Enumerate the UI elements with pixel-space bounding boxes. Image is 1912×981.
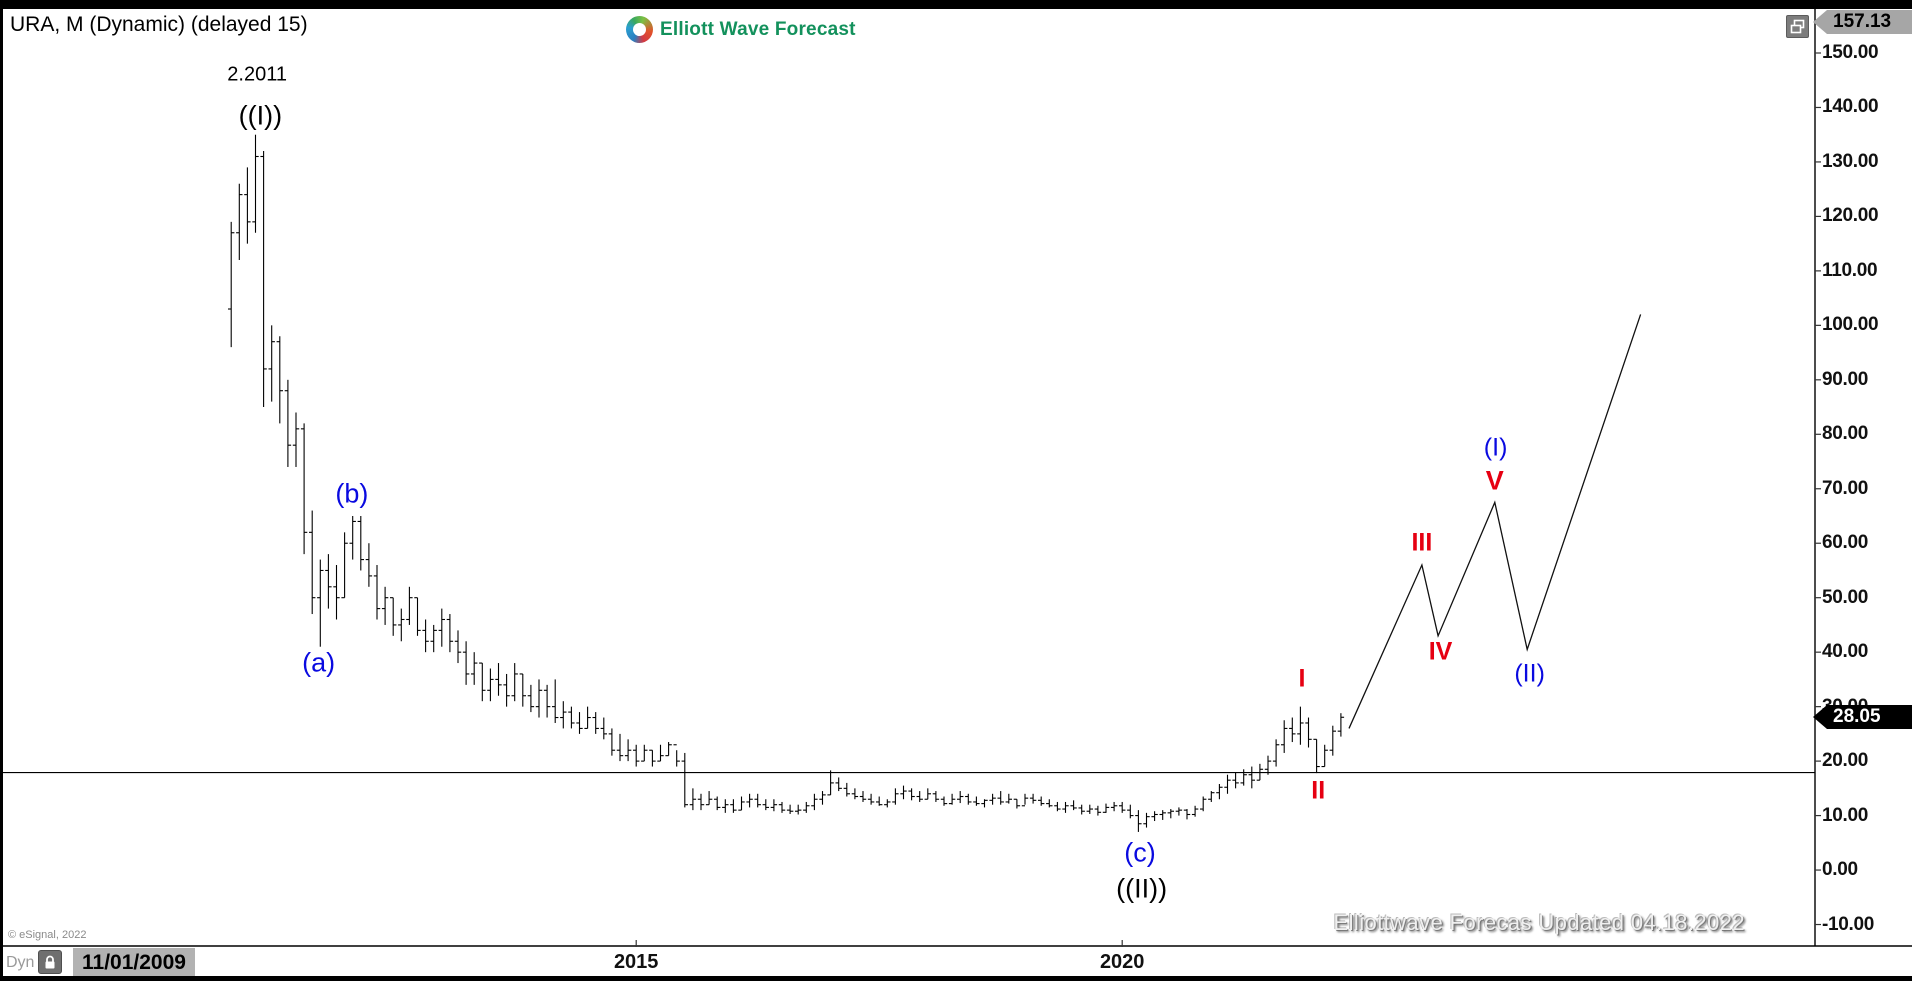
window-left-border: [0, 0, 3, 981]
price-tick-label: -10.00: [1822, 913, 1875, 935]
chart-title: URA, M (Dynamic) (delayed 15): [10, 13, 308, 36]
wave-label: II: [1311, 776, 1326, 805]
window-top-bar: [0, 0, 1912, 9]
logo-text: Elliott Wave Forecast: [660, 18, 856, 40]
wave-label: (II): [1514, 659, 1545, 688]
price-tick-label: 130.00: [1822, 150, 1879, 172]
wave-label: ((I)): [238, 100, 283, 131]
window-bottom-bar: [0, 976, 1912, 981]
wave-label: ((II)): [1116, 873, 1168, 904]
wave-label: I: [1298, 664, 1306, 693]
lock-icon: [45, 955, 55, 968]
price-tick-label: 60.00: [1822, 532, 1869, 554]
price-tick-label: 140.00: [1822, 96, 1879, 118]
price-tick-label: 0.00: [1822, 859, 1858, 881]
wave-label: (I): [1483, 433, 1508, 462]
price-tick-label: 20.00: [1822, 750, 1869, 772]
last-price-axis-marker: 28.05: [1813, 705, 1912, 729]
price-tick-label: 50.00: [1822, 586, 1869, 608]
price-tick-label: 90.00: [1822, 368, 1869, 390]
restore-window-button[interactable]: [1786, 15, 1809, 38]
price-tick-label: 110.00: [1822, 259, 1878, 281]
updated-watermark: Elliottwave Forecas Updated 04.18.2022: [1333, 910, 1745, 935]
price-tick-label: 70.00: [1822, 477, 1869, 499]
forecast-projection-line: [1348, 314, 1642, 729]
price-tick-label: 80.00: [1822, 423, 1869, 445]
wave-label: 2.2011: [227, 63, 287, 86]
price-tick-label: 40.00: [1822, 641, 1869, 663]
wave-label: (a): [302, 647, 336, 678]
price-tick-label: 120.00: [1822, 205, 1879, 227]
dynamic-mode-label: Dyn: [6, 954, 35, 971]
wave-label: (c): [1124, 837, 1156, 868]
all-time-high-axis-marker: 157.13: [1813, 10, 1912, 34]
lock-icon-button[interactable]: [38, 950, 62, 974]
wave-label: III: [1411, 528, 1433, 557]
wave-label: IV: [1428, 637, 1453, 666]
chart-start-date-field[interactable]: 11/01/2009: [73, 948, 195, 977]
esignal-copyright: © eSignal, 2022: [8, 929, 87, 941]
year-tick-label: 2015: [613, 951, 659, 973]
wave-label: (b): [335, 478, 369, 509]
restore-window-icon: [1790, 19, 1805, 34]
price-tick-label: 150.00: [1822, 42, 1879, 63]
wave-label: V: [1485, 465, 1504, 496]
price-tick-label: 100.00: [1822, 314, 1879, 336]
elliott-wave-logo-icon: [626, 16, 653, 43]
elliott-wave-forecast-logo: Elliott Wave Forecast: [626, 16, 856, 43]
year-tick-label: 2020: [1099, 951, 1145, 973]
price-tick-label: 10.00: [1822, 804, 1869, 826]
